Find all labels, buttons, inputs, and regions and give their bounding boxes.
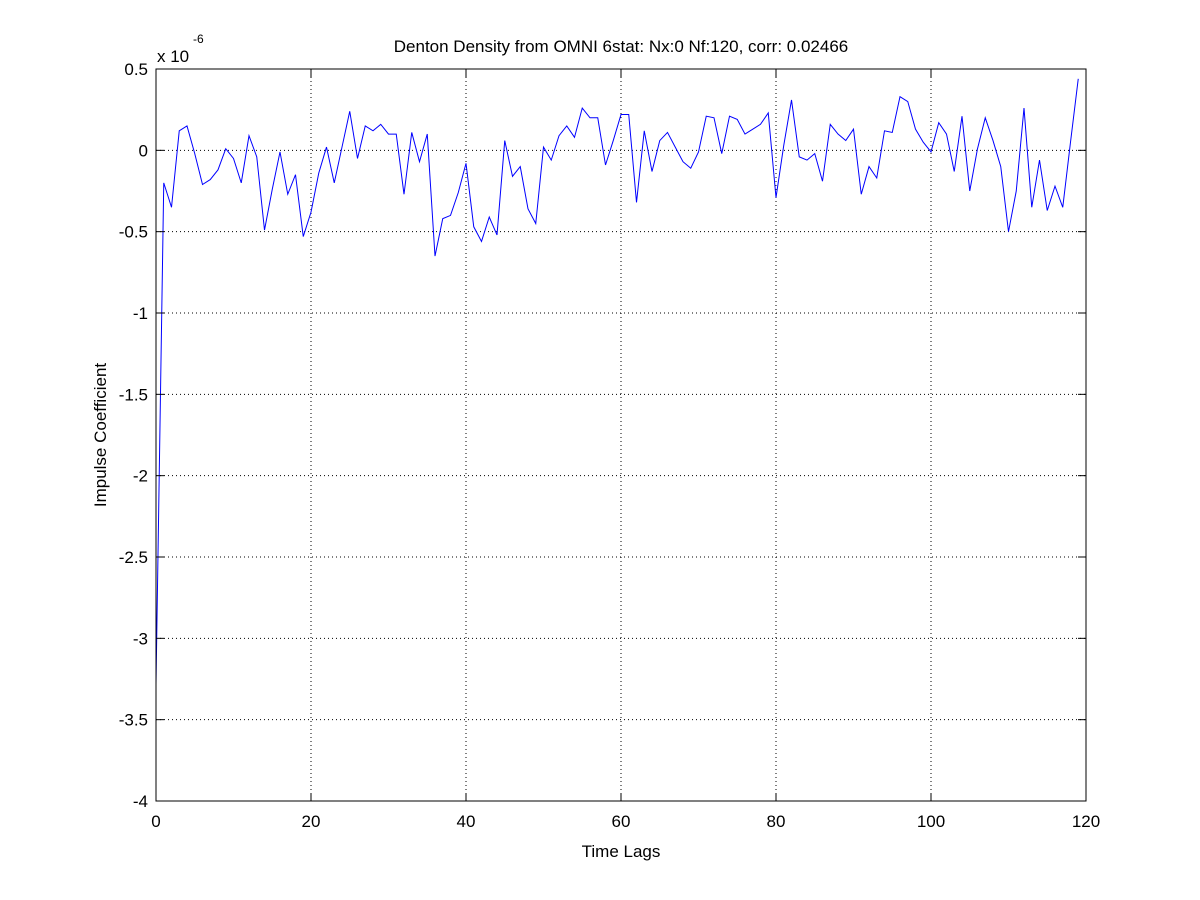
- y-tick-label: 0: [139, 141, 148, 160]
- x-tick-label: 20: [302, 812, 321, 831]
- y-tick-label: -1.5: [119, 385, 148, 404]
- series-line: [155, 78, 1079, 684]
- y-tick-label: 0.5: [124, 60, 148, 79]
- y-exponent: -6: [193, 32, 204, 46]
- x-tick-label: 120: [1072, 812, 1100, 831]
- y-tick-label: -2: [133, 467, 148, 486]
- chart-title: Denton Density from OMNI 6stat: Nx:0 Nf:…: [394, 37, 848, 56]
- y-tick-label: -3: [133, 629, 148, 648]
- x-tick-label: 80: [767, 812, 786, 831]
- grid-lines: [156, 69, 1086, 801]
- y-tick-label: -0.5: [119, 223, 148, 242]
- y-tick-label: -4: [133, 792, 148, 811]
- x-tick-label: 100: [917, 812, 945, 831]
- x-tick-label: 0: [151, 812, 160, 831]
- y-axis-label: Impulse Coefficient: [91, 363, 110, 508]
- axis-ticks: 0 20 40 60 80 100 120 -4 -3.5 -3 -2.5 -2 -1.5 -1 -0.5 0…: [119, 60, 1100, 831]
- y-tick-label: -2.5: [119, 548, 148, 567]
- series-layer: [155, 78, 1079, 684]
- y-tick-label: -3.5: [119, 711, 148, 730]
- x-axis-label: Time Lags: [582, 842, 661, 861]
- x-tick-label: 40: [457, 812, 476, 831]
- y-exponent-base: x 10: [157, 47, 189, 66]
- plot-area: [156, 69, 1086, 801]
- y-tick-label: -1: [133, 304, 148, 323]
- x-tick-label: 60: [612, 812, 631, 831]
